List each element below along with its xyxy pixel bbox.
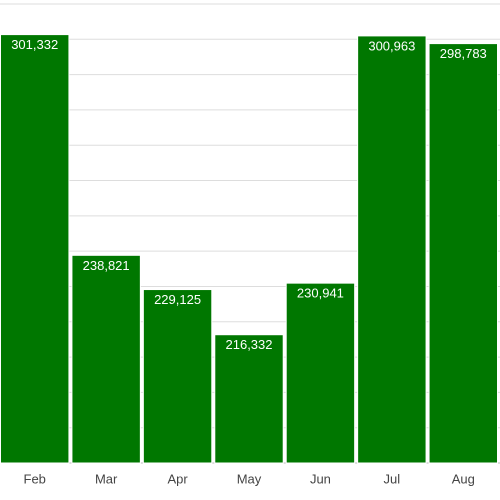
x-tick-label: Jul [384, 471, 401, 486]
x-tick-label: Jun [310, 471, 331, 486]
value-label: 229,125 [154, 292, 201, 307]
x-tick-label: Mar [95, 471, 118, 486]
x-tick-label: Apr [167, 471, 188, 486]
value-label: 230,941 [297, 286, 344, 301]
x-tick-label: Feb [24, 471, 46, 486]
value-label: 298,783 [440, 46, 487, 61]
value-label: 238,821 [83, 258, 130, 273]
bar [357, 35, 427, 464]
value-label: 301,332 [11, 37, 58, 52]
bar [0, 34, 70, 464]
bar [285, 282, 356, 464]
value-label: 216,332 [226, 337, 273, 352]
x-tick-label: Aug [452, 471, 475, 486]
bar [214, 334, 284, 464]
value-label: 300,963 [368, 38, 415, 53]
x-tick-label: May [237, 471, 262, 486]
bar [428, 43, 499, 464]
bar [71, 254, 141, 464]
bar [142, 289, 213, 464]
